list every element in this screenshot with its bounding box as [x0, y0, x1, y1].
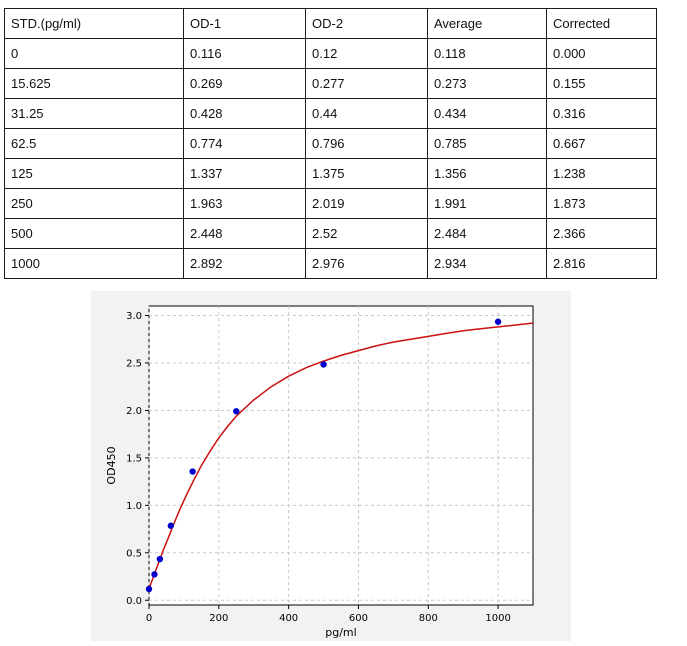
data-point: [189, 468, 196, 475]
y-tick-label: 3.0: [126, 311, 142, 322]
data-point: [156, 555, 164, 563]
table-row: 15.625 0.269 0.277 0.273 0.155: [4, 68, 657, 99]
y-tick-label: 1.5: [126, 453, 142, 464]
x-tick-label: 200: [209, 613, 228, 624]
chart-area: 0 200 400 600 800 1000 0.0 0.5 1.0 1.5 2.0 2.5 3.0 p…: [91, 291, 571, 641]
table-cell: 2.892: [183, 248, 306, 279]
table-cell: 2.484: [427, 218, 547, 249]
table-cell: 62.5: [4, 128, 184, 159]
table-cell: 1.873: [546, 188, 657, 219]
table-cell: 0.796: [305, 128, 428, 159]
table-header-row: STD.(pg/ml) OD-1 OD-2 Average Corrected: [4, 8, 657, 39]
table-row: 62.5 0.774 0.796 0.785 0.667: [4, 128, 657, 159]
data-point: [233, 408, 240, 415]
table-cell: 0.774: [183, 128, 306, 159]
col-header: OD-1: [183, 8, 306, 39]
table-cell: 0.277: [305, 68, 428, 99]
y-tick-label: 0.0: [126, 596, 142, 607]
table-cell: 0.000: [546, 38, 657, 69]
table-cell: 0.434: [427, 98, 547, 129]
data-point: [151, 571, 158, 578]
table-cell: 0.316: [546, 98, 657, 129]
table-cell: 1.238: [546, 158, 657, 189]
col-header: OD-2: [305, 8, 428, 39]
table-cell: 2.934: [427, 248, 547, 279]
data-point: [320, 361, 327, 368]
table-cell: 1000: [4, 248, 184, 279]
table-cell: 15.625: [4, 68, 184, 99]
x-tick-label: 400: [279, 613, 298, 624]
table-cell: 125: [4, 158, 184, 189]
col-header: STD.(pg/ml): [4, 8, 184, 39]
data-point: [494, 318, 502, 325]
table-cell: 2.448: [183, 218, 306, 249]
y-tick-label: 2.5: [126, 358, 142, 369]
col-header: Corrected: [546, 8, 657, 39]
table-cell: 2.019: [305, 188, 428, 219]
table-row: 125 1.337 1.375 1.356 1.238: [4, 158, 657, 189]
table-row: 31.25 0.428 0.44 0.434 0.316: [4, 98, 657, 129]
table-cell: 2.366: [546, 218, 657, 249]
table-cell: 0.155: [546, 68, 657, 99]
table-cell: 0.667: [546, 128, 657, 159]
table-cell: 0.44: [305, 98, 428, 129]
x-tick-label: 0: [146, 613, 152, 624]
x-tick-label: 1000: [485, 613, 510, 624]
y-tick-label: 0.5: [126, 548, 142, 559]
table-cell: 1.963: [183, 188, 306, 219]
fit-curve: [148, 322, 534, 590]
table-cell: 1.991: [427, 188, 547, 219]
plot-frame: [148, 305, 534, 606]
col-header: Average: [427, 8, 547, 39]
y-axis-label: OD450: [105, 446, 118, 484]
standard-curve-chart: 0 200 400 600 800 1000 0.0 0.5 1.0 1.5 2.0 2.5 3.0 p…: [105, 305, 534, 639]
table-cell: 0.116: [183, 38, 306, 69]
table-cell: 0.785: [427, 128, 547, 159]
table-cell: 0.428: [183, 98, 306, 129]
table-cell: 31.25: [4, 98, 184, 129]
table-cell: 0.12: [305, 38, 428, 69]
table-cell: 1.356: [427, 158, 547, 189]
table-cell: 1.337: [183, 158, 306, 189]
data-point: [167, 522, 175, 529]
table-cell: 0: [4, 38, 184, 69]
table-row: 1000 2.892 2.976 2.934 2.816: [4, 248, 657, 279]
table-cell: 2.52: [305, 218, 428, 249]
table-cell: 0.269: [183, 68, 306, 99]
table-cell: 2.816: [546, 248, 657, 279]
table-row: 500 2.448 2.52 2.484 2.366: [4, 218, 657, 249]
y-tick-label: 2.0: [126, 406, 142, 417]
table-row: 250 1.963 2.019 1.991 1.873: [4, 188, 657, 219]
table-cell: 250: [4, 188, 184, 219]
table-cell: 2.976: [305, 248, 428, 279]
y-tick-label: 1.0: [126, 501, 142, 512]
table-cell: 0.118: [427, 38, 547, 69]
table-cell: 500: [4, 218, 184, 249]
table-row: 0 0.116 0.12 0.118 0.000: [4, 38, 657, 69]
x-axis-label: pg/ml: [325, 626, 356, 639]
table-cell: 0.273: [427, 68, 547, 99]
data-point: [145, 585, 153, 593]
standard-table: STD.(pg/ml) OD-1 OD-2 Average Corrected …: [4, 8, 657, 279]
x-tick-label: 600: [349, 613, 368, 624]
table-cell: 1.375: [305, 158, 428, 189]
x-tick-label: 800: [419, 613, 438, 624]
